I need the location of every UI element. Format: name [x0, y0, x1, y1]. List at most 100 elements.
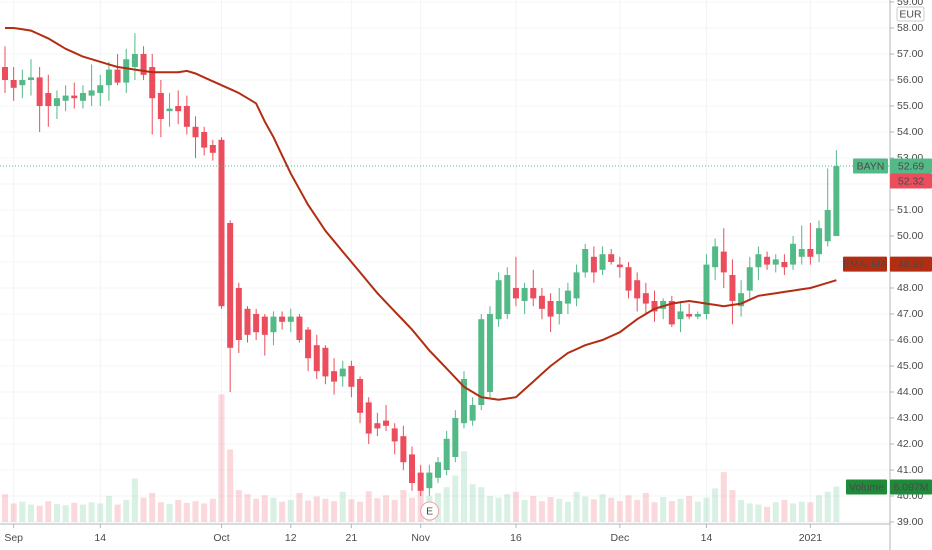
ema-name-badge: EMA::MA [843, 258, 887, 270]
candle-body [564, 290, 571, 304]
candle-body [348, 366, 355, 387]
volume-bar [668, 501, 675, 522]
candle-body [88, 90, 95, 96]
volume-bar [279, 501, 286, 522]
x-tick-label: 16 [510, 532, 522, 544]
volume-bar [305, 500, 312, 522]
volume-bar [166, 504, 173, 522]
volume-bar [131, 478, 138, 522]
volume-bar [183, 502, 190, 522]
candle-body [512, 288, 519, 299]
volume-bar [712, 488, 719, 522]
ema-name-badge-bg [843, 256, 887, 272]
candle-body [339, 368, 346, 377]
volume-bar [738, 499, 745, 522]
volume-bar [253, 498, 260, 522]
y-tick-label: 47.00 [897, 308, 923, 320]
currency-box [896, 6, 925, 22]
volume-bar [357, 501, 364, 522]
overlay-layer: E [0, 27, 890, 521]
y-tick-label: 39.00 [897, 516, 923, 528]
candle-body [538, 295, 545, 309]
x-tick-label: 12 [285, 532, 297, 544]
volume-bar [201, 503, 208, 522]
volume-bar [582, 496, 589, 522]
ema-value-badge-bg [890, 256, 932, 272]
volume-bar [149, 493, 156, 522]
y-tick-label: 41.00 [897, 464, 923, 476]
volume-bar [270, 497, 277, 522]
candle-body [530, 288, 537, 299]
candle-body [599, 254, 606, 270]
volume-bar [123, 499, 130, 522]
volume-bar [10, 503, 17, 522]
candle-body [357, 379, 364, 413]
volume-bar [409, 497, 416, 522]
price-axis-bg [890, 0, 932, 550]
x-tick-label: Sep [4, 532, 23, 544]
candle-body [192, 126, 199, 138]
candle-body [521, 288, 528, 301]
volume-bar [374, 498, 381, 522]
candle-body [573, 272, 580, 299]
x-tick-label: 2021 [799, 532, 823, 544]
grid [0, 0, 890, 523]
volume-bar [235, 490, 242, 522]
candle-body [547, 301, 554, 317]
earnings-marker [420, 501, 440, 521]
candle-body [486, 314, 493, 392]
volume-bar [798, 501, 805, 522]
candle-body [616, 264, 623, 268]
x-tick-label: Oct [213, 532, 229, 544]
y-tick-label: 59.00 [897, 0, 923, 8]
candle-body [123, 59, 130, 83]
candle-body [383, 420, 390, 426]
candle-body [244, 308, 251, 335]
candle-body [149, 67, 156, 99]
currency: EUR [899, 8, 922, 20]
candle-body [642, 293, 649, 304]
candle-body [816, 228, 823, 255]
volume-bar [556, 498, 563, 522]
candle-body [322, 347, 329, 377]
volume-bar [495, 497, 502, 522]
candle-body [235, 288, 242, 340]
ema-line [5, 27, 837, 401]
candle-body [634, 280, 641, 299]
candle-body [253, 314, 260, 333]
candle-body [97, 85, 104, 93]
volume-bar [755, 504, 762, 522]
candle-body [790, 243, 797, 265]
volume-bar [417, 481, 424, 522]
candle-body [201, 132, 208, 148]
volume-bar [504, 494, 511, 522]
volume-bar [261, 495, 268, 522]
volume-bar [227, 449, 234, 522]
volume-bar [19, 501, 26, 522]
candle-body [114, 69, 121, 83]
volume-bar [478, 487, 485, 522]
x-tick-label: 21 [346, 532, 358, 544]
volume-bar [452, 475, 459, 522]
candle-body [157, 93, 164, 119]
candle-body [582, 249, 589, 273]
candle-body [279, 316, 286, 322]
candle-body [2, 67, 8, 80]
volume-bar [218, 394, 225, 522]
volume-bar [538, 501, 545, 522]
y-tick-label: 55.00 [897, 100, 923, 112]
candle-body [19, 80, 26, 86]
candle-body [504, 275, 511, 314]
volume-bar [331, 501, 338, 522]
candle-body [400, 436, 407, 463]
volume-bar [209, 498, 216, 522]
candle-body [374, 423, 381, 429]
candle-body [209, 145, 216, 153]
volume-bar [157, 502, 164, 522]
y-tick-label: 45.00 [897, 360, 923, 372]
volume-bar [816, 495, 823, 522]
candle-body [651, 301, 658, 312]
volume-bar [97, 503, 104, 522]
